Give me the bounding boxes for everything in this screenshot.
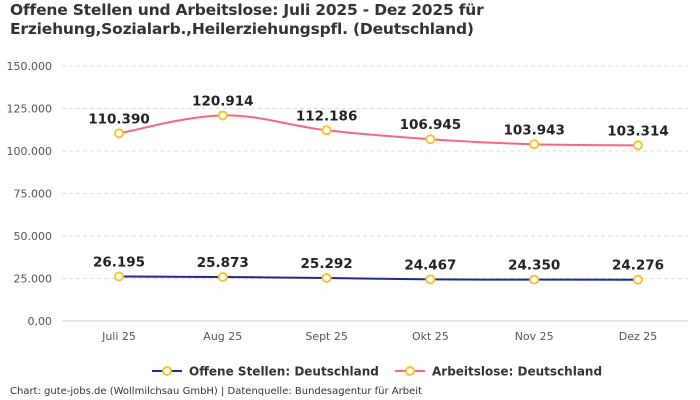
x-tick-label: Nov 25 xyxy=(515,330,554,343)
data-label: 110.390 xyxy=(88,111,150,127)
data-point xyxy=(321,125,332,136)
data-label: 25.292 xyxy=(301,256,353,272)
y-tick-label: 125.000 xyxy=(7,103,53,116)
data-point xyxy=(633,140,643,151)
series-line xyxy=(118,275,639,281)
data-label: 25.873 xyxy=(197,255,249,271)
data-point xyxy=(114,271,124,282)
x-tick-label: Dez 25 xyxy=(619,330,658,343)
legend-marker xyxy=(405,366,415,376)
data-label: 120.914 xyxy=(192,93,254,109)
data-label: 103.943 xyxy=(503,122,565,138)
x-tick-label: Juli 25 xyxy=(101,330,136,343)
data-label: 24.350 xyxy=(508,258,560,274)
data-point xyxy=(114,128,124,139)
legend-label: Arbeitslose: Deutschland xyxy=(432,365,602,379)
data-point xyxy=(633,274,643,285)
x-tick-label: Okt 25 xyxy=(412,330,449,343)
legend-marker xyxy=(162,366,172,376)
legend-label: Offene Stellen: Deutschland xyxy=(189,365,379,379)
data-label: 106.945 xyxy=(400,117,462,133)
data-label: 103.314 xyxy=(607,123,669,139)
y-tick-label: 150.000 xyxy=(7,60,53,73)
data-point xyxy=(529,139,540,150)
x-tick-label: Aug 25 xyxy=(203,330,242,343)
data-label: 24.467 xyxy=(404,257,456,273)
x-tick-label: Sept 25 xyxy=(305,330,348,343)
y-tick-label: 75.000 xyxy=(14,188,53,201)
data-point xyxy=(425,274,436,285)
y-tick-label: 0,00 xyxy=(28,315,53,328)
y-tick-label: 25.000 xyxy=(14,273,53,286)
chart-title: Offene Stellen und Arbeitslose: Juli 202… xyxy=(10,1,484,38)
y-tick-label: 50.000 xyxy=(14,230,53,243)
y-tick-label: 100.000 xyxy=(7,145,53,158)
data-point xyxy=(321,273,332,284)
data-point xyxy=(217,110,228,121)
data-point xyxy=(425,134,436,145)
data-label: 26.195 xyxy=(93,254,145,270)
credit-text: Chart: gute-jobs.de (Wollmilchsau GmbH) … xyxy=(10,386,422,397)
data-label: 24.276 xyxy=(612,258,664,274)
data-point xyxy=(217,272,228,283)
data-label: 112.186 xyxy=(296,108,358,124)
data-point xyxy=(529,274,540,285)
series-line xyxy=(118,114,639,147)
